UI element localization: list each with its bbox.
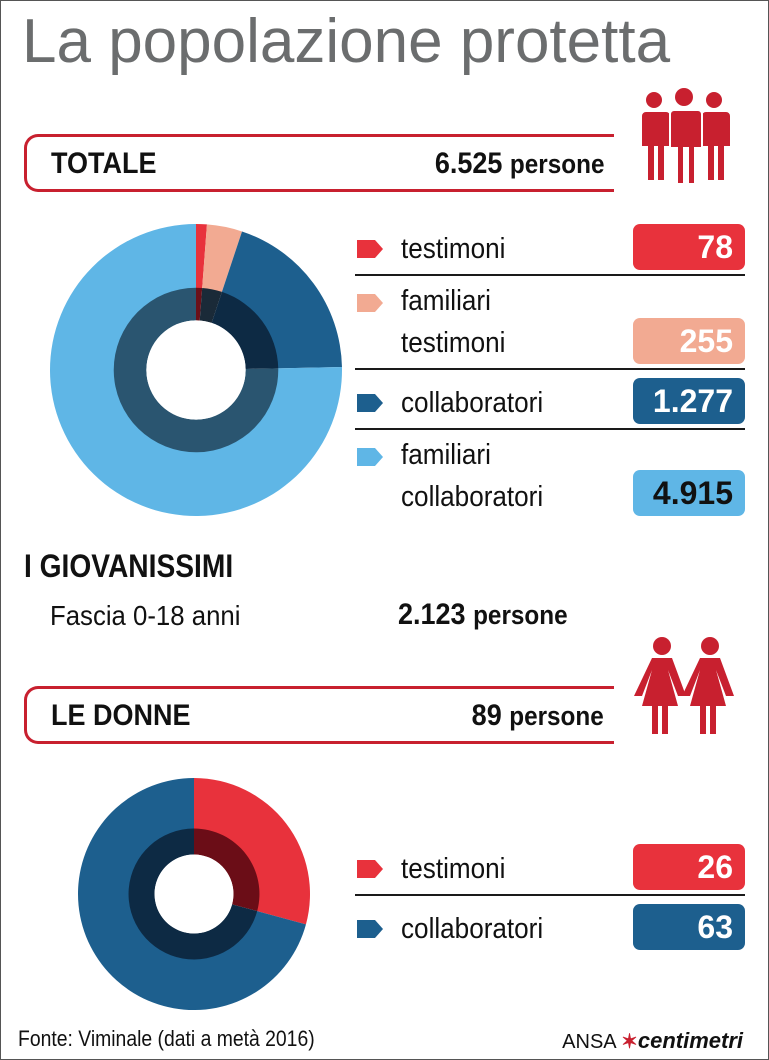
totale-legend-item-1: testimoni 78 <box>355 222 745 274</box>
totale-label: TOTALE <box>51 147 157 180</box>
giovanissimi-range: Fascia 0-18 anni <box>50 600 241 631</box>
totale-legend-divider-2 <box>355 368 745 370</box>
totale-legend-marker-1 <box>357 240 383 258</box>
brand-star-icon: ✶ <box>621 1031 638 1053</box>
donne-legend-marker-1 <box>357 860 383 878</box>
donne-slice-2 <box>78 778 306 1010</box>
donne-value-badge-2: 63 <box>633 904 745 950</box>
totale-value-badge-2: 255 <box>633 318 745 364</box>
totale-slice-4 <box>49 224 342 516</box>
donne-label: LE DONNE <box>51 699 191 732</box>
totale-donut-chart <box>49 224 342 516</box>
totale-inner-slice-4 <box>113 287 279 453</box>
totale-bar: TOTALE 6.525 persone <box>24 134 614 192</box>
donne-slice-1 <box>194 778 310 925</box>
donne-inner-slice-2 <box>128 828 258 960</box>
donne-legend-divider-1 <box>355 894 745 896</box>
donne-unit: persone <box>509 701 604 731</box>
totale-legend-label-2: familiari <box>401 285 491 317</box>
donne-legend-label-2: collaboratori <box>401 913 544 945</box>
source-note: Fonte: Viminale (dati a metà 2016) <box>18 1026 315 1051</box>
donne-legend-marker-2 <box>357 920 383 938</box>
totale-legend-item-4: familiari collaboratori 4.915 <box>355 432 745 522</box>
totale-inner-slice-1 <box>196 287 203 321</box>
totale-legend-label-3: collaboratori <box>401 387 544 419</box>
totale-donut-hole <box>146 320 246 420</box>
totale-inner-slice-3 <box>211 291 279 369</box>
totale-legend-label-4: familiari <box>401 439 491 471</box>
totale-legend-label-1: testimoni <box>401 233 506 265</box>
totale-legend-marker-4 <box>357 448 383 466</box>
totale-legend-label-2-line2: testimoni <box>401 327 506 359</box>
totale-slice-2 <box>202 224 243 293</box>
donne-legend-item-2: collaboratori 63 <box>355 900 745 952</box>
donne-donut-chart <box>78 778 310 1010</box>
totale-inner-slice-2 <box>199 287 222 323</box>
totale-slice-1 <box>196 224 207 289</box>
totale-value: 6.525 <box>434 147 502 180</box>
agency-credit: ANSA ✶centimetri <box>562 1028 743 1054</box>
totale-slice-3 <box>221 231 342 369</box>
donne-bar: LE DONNE 89 persone <box>24 686 614 744</box>
totale-value-badge-1: 78 <box>633 224 745 270</box>
totale-legend-divider-1 <box>355 274 745 276</box>
agency-name: ANSA <box>562 1031 616 1053</box>
giovanissimi-unit: persone <box>473 600 568 630</box>
giovanissimi-heading: I GIOVANISSIMI <box>24 548 234 584</box>
giovanissimi-value: 2.123 <box>398 598 466 631</box>
donne-donut-hole <box>154 854 234 934</box>
people-group-icon <box>642 88 730 185</box>
donne-inner-slice-1 <box>194 828 260 912</box>
totale-legend-marker-2 <box>357 294 383 312</box>
donne-value-badge-1: 26 <box>633 844 745 890</box>
totale-value-badge-3: 1.277 <box>633 378 745 424</box>
giovanissimi-value-text: 2.123 persone <box>398 598 568 632</box>
page-title: La popolazione protetta <box>22 7 671 76</box>
totale-legend-item-3: collaboratori 1.277 <box>355 372 745 424</box>
brand-name: centimetri <box>637 1028 743 1053</box>
totale-value-badge-4: 4.915 <box>633 470 745 516</box>
totale-legend-label-4-line2: collaboratori <box>401 481 544 513</box>
totale-unit: persone <box>509 149 604 179</box>
donne-legend-label-1: testimoni <box>401 853 506 885</box>
totale-legend-marker-3 <box>357 394 383 412</box>
donne-value: 89 <box>471 699 502 732</box>
totale-legend-item-2: familiari testimoni 255 <box>355 278 745 368</box>
donne-legend-item-1: testimoni 26 <box>355 842 745 894</box>
donne-value-text: 89 persone <box>472 699 604 733</box>
women-icon <box>634 637 734 734</box>
totale-value-text: 6.525 persone <box>434 147 604 181</box>
totale-legend-divider-3 <box>355 428 745 430</box>
